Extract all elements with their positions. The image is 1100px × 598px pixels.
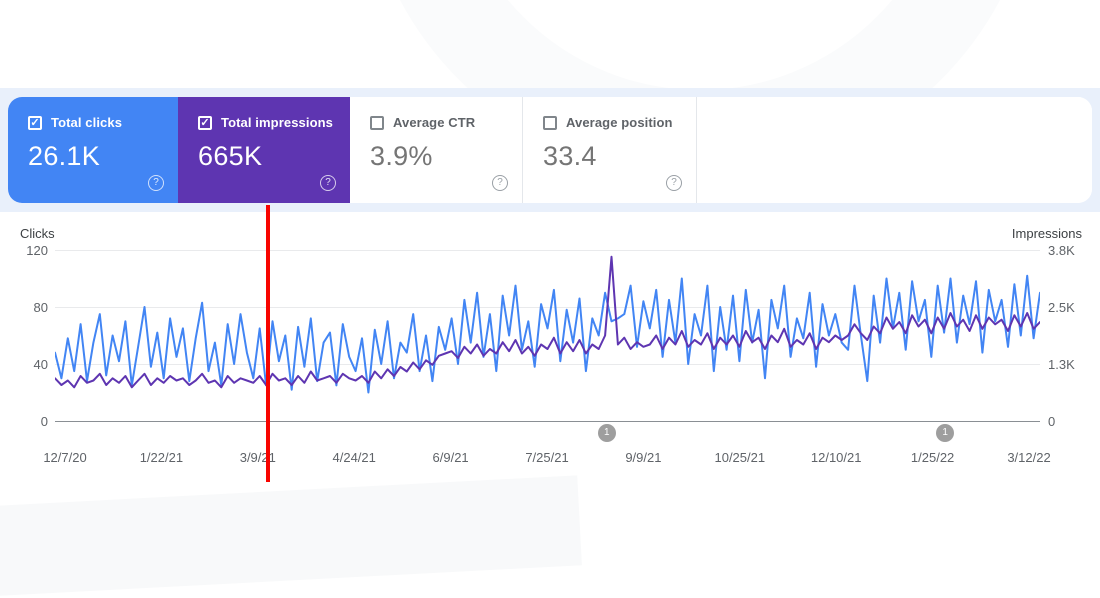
x-axis-date: 12/7/20 <box>43 450 87 465</box>
help-icon[interactable]: ? <box>492 175 508 191</box>
gridline <box>55 364 1040 365</box>
average-ctr-card[interactable]: Average CTR 3.9% ? <box>350 97 523 203</box>
total-clicks-value: 26.1K <box>28 141 101 171</box>
average-ctr-checkbox-icon[interactable] <box>370 115 384 130</box>
left-axis-tick: 80 <box>33 300 48 315</box>
left-axis-tick: 40 <box>33 357 48 372</box>
watermark-bar <box>772 468 820 578</box>
total-clicks-card[interactable]: ✓ Total clicks 26.1K ? <box>8 97 178 203</box>
x-axis-date: 12/10/21 <box>810 450 862 465</box>
x-axis-line <box>55 421 1040 422</box>
gridline <box>55 250 1040 251</box>
watermark-bar <box>892 468 940 578</box>
x-axis-date: 3/9/21 <box>239 450 276 465</box>
x-axis-date: 1/25/22 <box>910 450 955 465</box>
average-ctr-value: 3.9% <box>370 141 433 171</box>
help-icon[interactable]: ? <box>148 175 164 191</box>
cards-row-empty-area <box>697 97 1092 203</box>
help-icon[interactable]: ? <box>666 175 682 191</box>
total-impressions-checkbox-icon[interactable]: ✓ <box>198 115 212 130</box>
x-axis-date: 9/9/21 <box>625 450 662 465</box>
x-axis-date: 4/24/21 <box>332 450 376 465</box>
x-axis-date: 6/9/21 <box>432 450 469 465</box>
watermark-wedge <box>0 475 582 598</box>
x-axis-date: 10/25/21 <box>714 450 766 465</box>
right-axis-tick: 3.8K <box>1048 243 1075 258</box>
left-axis-tick: 0 <box>40 414 48 429</box>
total-impressions-value: 665K <box>198 141 263 171</box>
right-axis-tick: 2.5K <box>1048 300 1075 315</box>
annotation-marker[interactable]: 1 <box>936 424 955 442</box>
average-position-checkbox-icon[interactable] <box>543 115 557 130</box>
clicks-line <box>55 274 1040 394</box>
total-impressions-card[interactable]: ✓ Total impressions 665K ? <box>178 97 350 203</box>
right-axis-title: Impressions <box>1011 226 1082 241</box>
gridline <box>55 307 1040 308</box>
x-axis-date: 3/12/22 <box>1007 450 1051 465</box>
annotation-marker[interactable]: 1 <box>597 424 616 442</box>
performance-line-chart <box>55 255 1040 394</box>
average-position-card[interactable]: Average position 33.4 ? <box>523 97 697 203</box>
average-position-value: 33.4 <box>543 141 597 171</box>
average-ctr-label: Average CTR <box>393 115 476 130</box>
total-clicks-checkbox-icon[interactable]: ✓ <box>28 115 42 130</box>
total-clicks-label: Total clicks <box>51 115 123 130</box>
average-position-label: Average position <box>566 115 673 130</box>
x-axis-date: 1/22/21 <box>139 450 184 465</box>
total-impressions-label: Total impressions <box>221 115 333 130</box>
right-axis-tick: 1.3K <box>1048 357 1075 372</box>
x-axis-date: 7/25/21 <box>525 450 569 465</box>
left-axis-tick: 120 <box>26 243 48 258</box>
metric-cards-row: ✓ Total clicks 26.1K ? ✓ Total impressio… <box>8 97 1092 203</box>
left-axis-title: Clicks <box>20 226 55 241</box>
red-marker-line <box>266 205 270 482</box>
impressions-line <box>55 255 1040 389</box>
right-axis-tick: 0 <box>1048 414 1056 429</box>
watermark-bar <box>652 468 700 578</box>
help-icon[interactable]: ? <box>320 175 336 191</box>
